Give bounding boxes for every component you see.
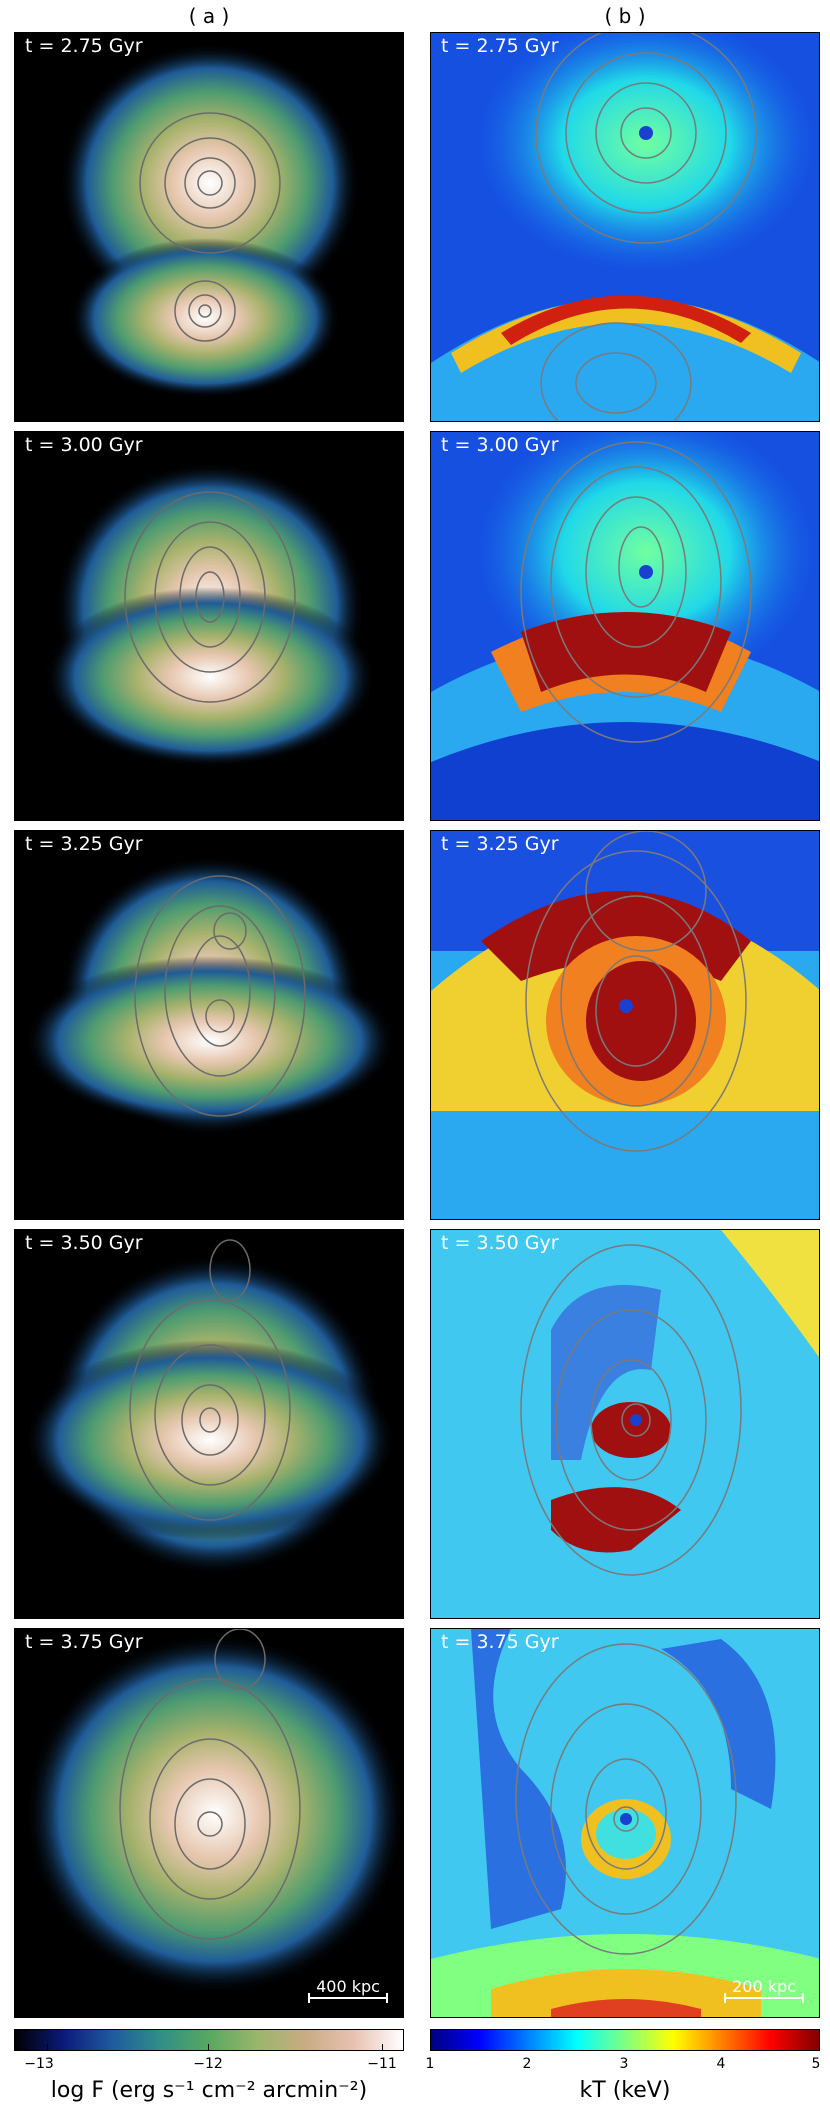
time-label: t = 2.75 Gyr [25, 35, 143, 57]
colorbar-a [14, 2029, 404, 2051]
scalebar-b: 200 kpc [724, 1977, 804, 2003]
colorbar-b-tick: 3 [619, 2056, 629, 2072]
time-label: t = 3.75 Gyr [25, 1631, 143, 1653]
colorbar-a-label: log F (erg s⁻¹ cm⁻² arcmin⁻²) [50, 2078, 368, 2103]
panel-b-row5: t = 3.75 Gyr 200 kpc [430, 1628, 820, 2018]
colorbar-b [430, 2029, 820, 2051]
time-label: t = 3.25 Gyr [25, 833, 143, 855]
scalebar-label: 200 kpc [732, 1977, 796, 1996]
panel-b-row4: t = 3.50 Gyr [430, 1229, 820, 1619]
colorbar-b-tick: 5 [811, 2056, 821, 2072]
colorbar-a-tick: −12 [193, 2056, 223, 2072]
time-label: t = 3.50 Gyr [441, 1232, 559, 1254]
colorbar-b-tick: 2 [522, 2056, 532, 2072]
column-title-a: ( a ) [188, 4, 230, 28]
time-label: t = 3.25 Gyr [441, 833, 559, 855]
scalebar-label: 400 kpc [316, 1977, 380, 1996]
panel-a-row3: t = 3.25 Gyr [14, 830, 404, 1220]
colorbar-a-tick: −11 [367, 2056, 397, 2072]
time-label: t = 3.00 Gyr [25, 434, 143, 456]
panel-a-row2: t = 3.00 Gyr [14, 431, 404, 821]
panel-b-row1: t = 2.75 Gyr [430, 32, 820, 422]
panel-a-row5: t = 3.75 Gyr 400 kpc [14, 1628, 404, 2018]
column-title-b: ( b ) [604, 4, 646, 28]
panel-b-row2: t = 3.00 Gyr [430, 431, 820, 821]
colorbar-a-tick: −13 [24, 2056, 54, 2072]
time-label: t = 2.75 Gyr [441, 35, 559, 57]
colorbar-b-tick: 4 [716, 2056, 726, 2072]
colorbar-b-label: kT (keV) [579, 2078, 671, 2103]
scalebar-a: 400 kpc [308, 1977, 388, 2003]
time-label: t = 3.75 Gyr [441, 1631, 559, 1653]
panel-a-row1: t = 2.75 Gyr [14, 32, 404, 422]
panel-a-row4: t = 3.50 Gyr [14, 1229, 404, 1619]
time-label: t = 3.50 Gyr [25, 1232, 143, 1254]
colorbar-b-tick: 1 [425, 2056, 435, 2072]
time-label: t = 3.00 Gyr [441, 434, 559, 456]
panel-b-row3: t = 3.25 Gyr [430, 830, 820, 1220]
